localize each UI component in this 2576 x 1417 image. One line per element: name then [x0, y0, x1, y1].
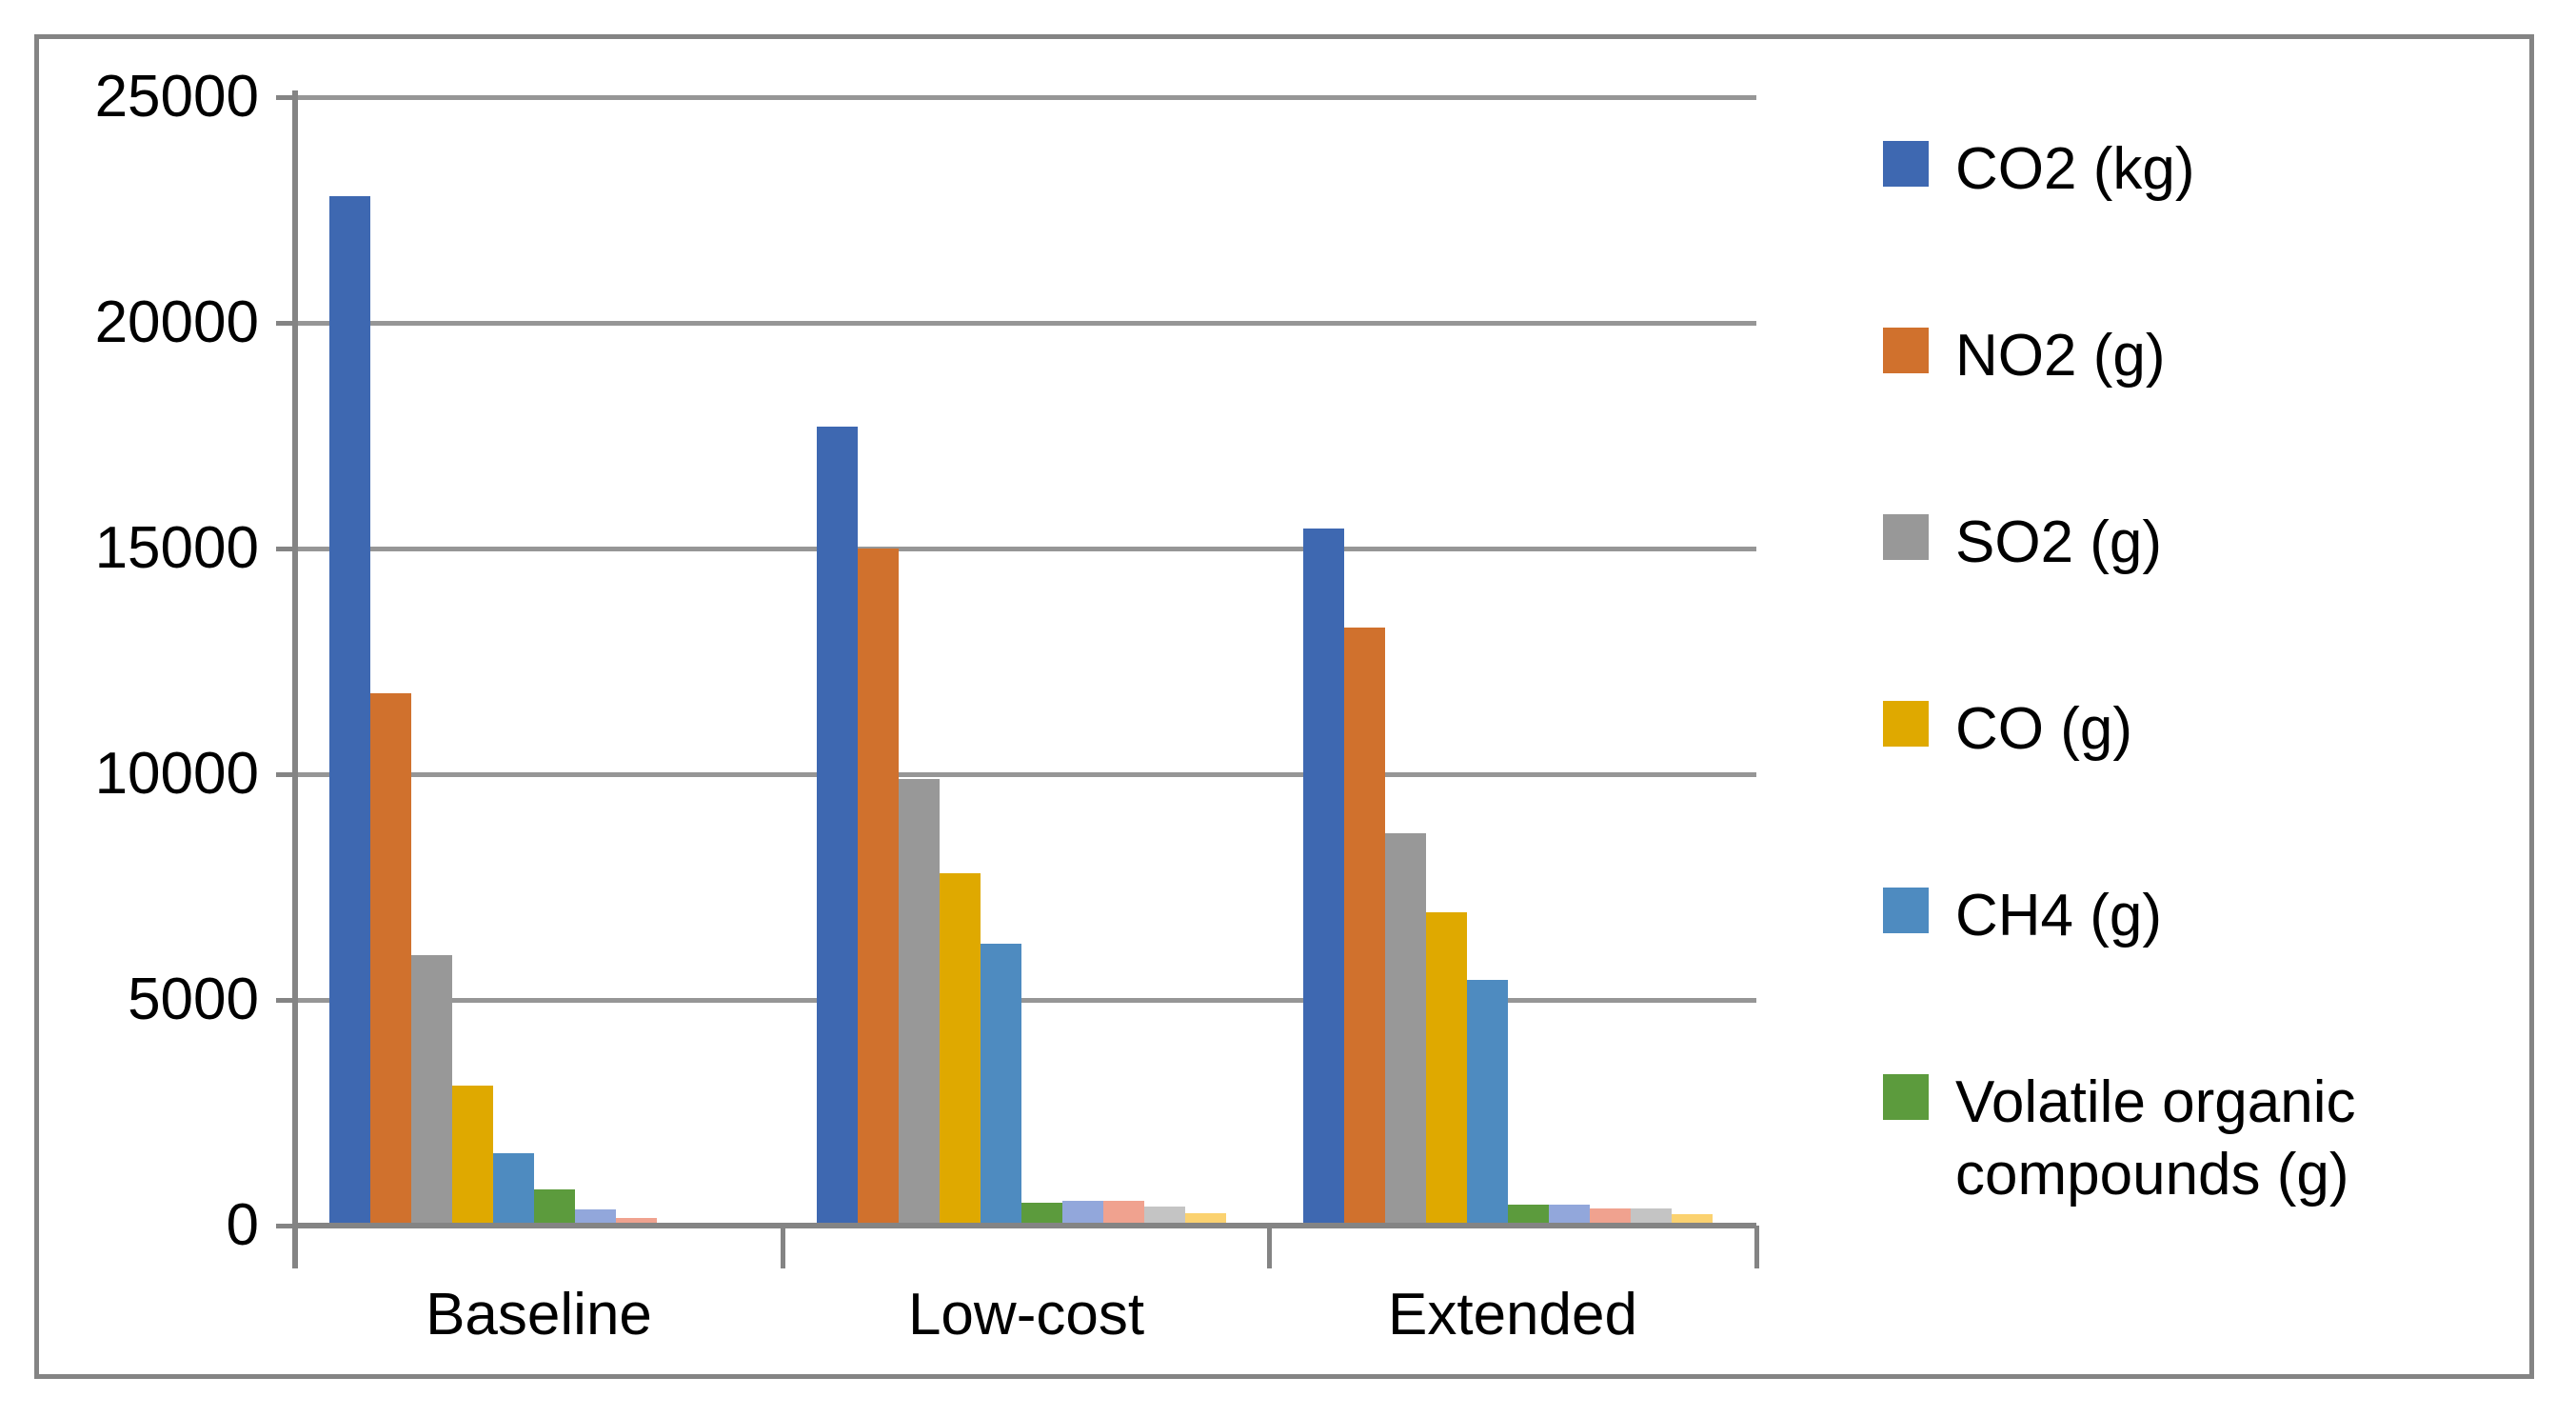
y-axis-label: 25000 [94, 64, 259, 130]
category-tick [781, 1226, 785, 1268]
legend-swatch-icon [1883, 701, 1929, 747]
legend-label: CO2 (kg) [1955, 136, 2195, 202]
bar-baseline-s4 [452, 1086, 493, 1226]
legend-label: Volatile organic compounds (g) [1955, 1069, 2356, 1207]
y-tick-0 [276, 1224, 295, 1228]
bar-extended-s7 [1549, 1205, 1590, 1226]
bar-low-cost-s5 [981, 944, 1021, 1226]
bar-extended-s1 [1303, 529, 1344, 1226]
legend-item-3: SO2 (g) [1883, 507, 2162, 579]
category-tick [1754, 1226, 1759, 1268]
x-axis-label-extended: Extended [1388, 1282, 1637, 1347]
y-axis-label: 5000 [128, 967, 259, 1032]
legend-swatch-icon [1883, 328, 1929, 373]
y-axis-line [292, 90, 298, 1268]
bar-low-cost-s6 [1021, 1203, 1062, 1226]
y-tick-15000 [276, 547, 295, 551]
bar-baseline-s1 [329, 196, 370, 1226]
x-axis-label-baseline: Baseline [426, 1282, 652, 1347]
bar-baseline-s7 [575, 1209, 616, 1226]
y-tick-10000 [276, 772, 295, 777]
bar-low-cost-s4 [940, 873, 981, 1226]
legend-item-4: CO (g) [1883, 693, 2132, 766]
gridline-10000 [295, 772, 1756, 777]
bar-baseline-s8 [616, 1218, 657, 1226]
gridline-15000 [295, 547, 1756, 551]
y-axis-label: 15000 [94, 515, 259, 581]
bar-low-cost-s10 [1185, 1213, 1226, 1226]
category-tick [1267, 1226, 1272, 1268]
legend-swatch-icon [1883, 141, 1929, 187]
legend-swatch-icon [1883, 1074, 1929, 1120]
bar-extended-s9 [1631, 1208, 1672, 1226]
bar-extended-s8 [1590, 1208, 1631, 1226]
y-tick-20000 [276, 321, 295, 326]
legend-swatch-icon [1883, 514, 1929, 560]
y-tick-25000 [276, 95, 295, 100]
bar-low-cost-s7 [1062, 1201, 1103, 1226]
bar-extended-s4 [1426, 912, 1467, 1226]
y-axis-label: 20000 [94, 289, 259, 355]
bar-low-cost-s9 [1144, 1207, 1185, 1226]
legend-item-5: CH4 (g) [1883, 880, 2162, 952]
y-axis-label: 10000 [94, 741, 259, 807]
legend-label: CO (g) [1955, 696, 2132, 762]
bar-low-cost-s1 [817, 427, 858, 1226]
bar-extended-s5 [1467, 980, 1508, 1226]
bar-baseline-s2 [370, 693, 411, 1226]
bar-extended-s3 [1385, 833, 1426, 1226]
legend-label: NO2 (g) [1955, 323, 2166, 389]
gridline-5000 [295, 998, 1756, 1003]
y-axis-label: 0 [226, 1192, 259, 1258]
bar-low-cost-s8 [1103, 1201, 1144, 1226]
legend-item-1: CO2 (kg) [1883, 133, 2194, 206]
bar-extended-s6 [1508, 1205, 1549, 1226]
y-tick-5000 [276, 998, 295, 1003]
gridline-20000 [295, 321, 1756, 326]
gridline-25000 [295, 95, 1756, 100]
bar-low-cost-s2 [858, 549, 899, 1226]
legend-label: CH4 (g) [1955, 883, 2163, 948]
bar-baseline-s5 [493, 1153, 534, 1226]
bar-extended-s2 [1344, 628, 1385, 1226]
legend-item-2: NO2 (g) [1883, 320, 2165, 392]
x-axis-label-low-cost: Low-cost [907, 1282, 1145, 1347]
chart-legend: CO2 (kg) NO2 (g) SO2 (g) CO (g) CH4 (g) Volat… [1883, 0, 2549, 1417]
bar-baseline-s6 [534, 1189, 575, 1226]
x-axis-line [292, 1223, 1756, 1228]
legend-swatch-icon [1883, 888, 1929, 933]
bar-baseline-s3 [411, 955, 452, 1226]
legend-label: SO2 (g) [1955, 509, 2163, 575]
bar-low-cost-s3 [899, 779, 940, 1226]
legend-item-6: Volatile organic compounds (g) [1883, 1067, 2488, 1211]
